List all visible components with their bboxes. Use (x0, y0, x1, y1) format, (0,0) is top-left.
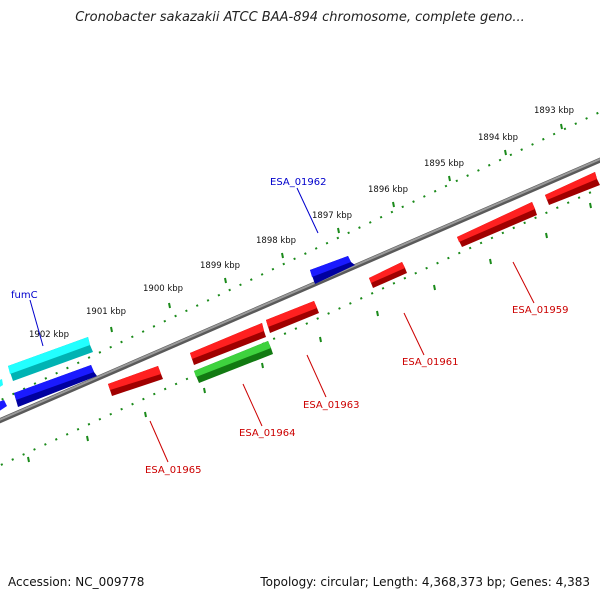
leader-fumC (29, 299, 44, 347)
gene-label-ESA_01964: ESA_01964 (239, 428, 296, 439)
gene-ESA_01962[interactable] (310, 256, 355, 284)
gene-label-ESA_01962: ESA_01962 (270, 177, 327, 188)
gene-ESA_01959[interactable] (457, 202, 537, 247)
gene-label-ESA_01961: ESA_01961 (402, 357, 459, 368)
gene-label-ESA_01963: ESA_01963 (303, 400, 360, 411)
tick-label-1897: 1897 kbp (312, 211, 352, 221)
accession-label: Accession: NC_009778 (8, 575, 145, 589)
gene-forward-cyan-edge[interactable] (0, 379, 3, 390)
outer-major-ticks (53, 123, 563, 356)
leader-ESA_01963 (306, 354, 327, 398)
tick-label-1899: 1899 kbp (200, 261, 240, 271)
inner-tick-track (0, 187, 600, 467)
genome-summary: Topology: circular; Length: 4,368,373 bp… (260, 575, 590, 589)
tick-label-1901: 1901 kbp (86, 307, 126, 317)
tick-label-1900: 1900 kbp (143, 284, 183, 294)
gene-label-ESA_01965: ESA_01965 (145, 465, 202, 476)
gene-label-ESA_01959: ESA_01959 (512, 305, 569, 316)
gene-ESA_01963-b[interactable] (190, 323, 266, 365)
leader-ESA_01964 (242, 383, 263, 427)
gene-ESA_01964[interactable] (194, 341, 273, 383)
tick-label-1896: 1896 kbp (368, 185, 408, 195)
tick-label-1895: 1895 kbp (424, 159, 464, 169)
leader-ESA_01962 (296, 187, 319, 234)
gene-label-fumC: fumC (11, 290, 38, 301)
inner-major-ticks (27, 202, 592, 463)
leader-ESA_01961 (403, 312, 425, 356)
gene-forward-blue-edge[interactable] (0, 400, 7, 414)
tick-label-1902: 1902 kbp (29, 330, 69, 340)
map-title: Cronobacter sakazakii ATCC BAA-894 chrom… (75, 10, 525, 25)
gene-ESA_01963[interactable] (266, 301, 319, 333)
tick-label-1894: 1894 kbp (478, 133, 518, 143)
gene-reverse-red-edge[interactable] (545, 172, 600, 205)
leader-ESA_01959 (512, 261, 535, 304)
tick-label-1898: 1898 kbp (256, 236, 296, 246)
gene-ESA_01961[interactable] (369, 262, 407, 288)
gene-forward-blue-2[interactable] (14, 365, 97, 407)
backbone-highlight (0, 158, 600, 421)
gene-fumC[interactable] (8, 337, 93, 381)
outer-tick-track (0, 111, 600, 402)
leader-ESA_01965 (149, 420, 169, 463)
tick-label-1893: 1893 kbp (534, 106, 574, 116)
gene-ESA_01965[interactable] (108, 366, 163, 396)
